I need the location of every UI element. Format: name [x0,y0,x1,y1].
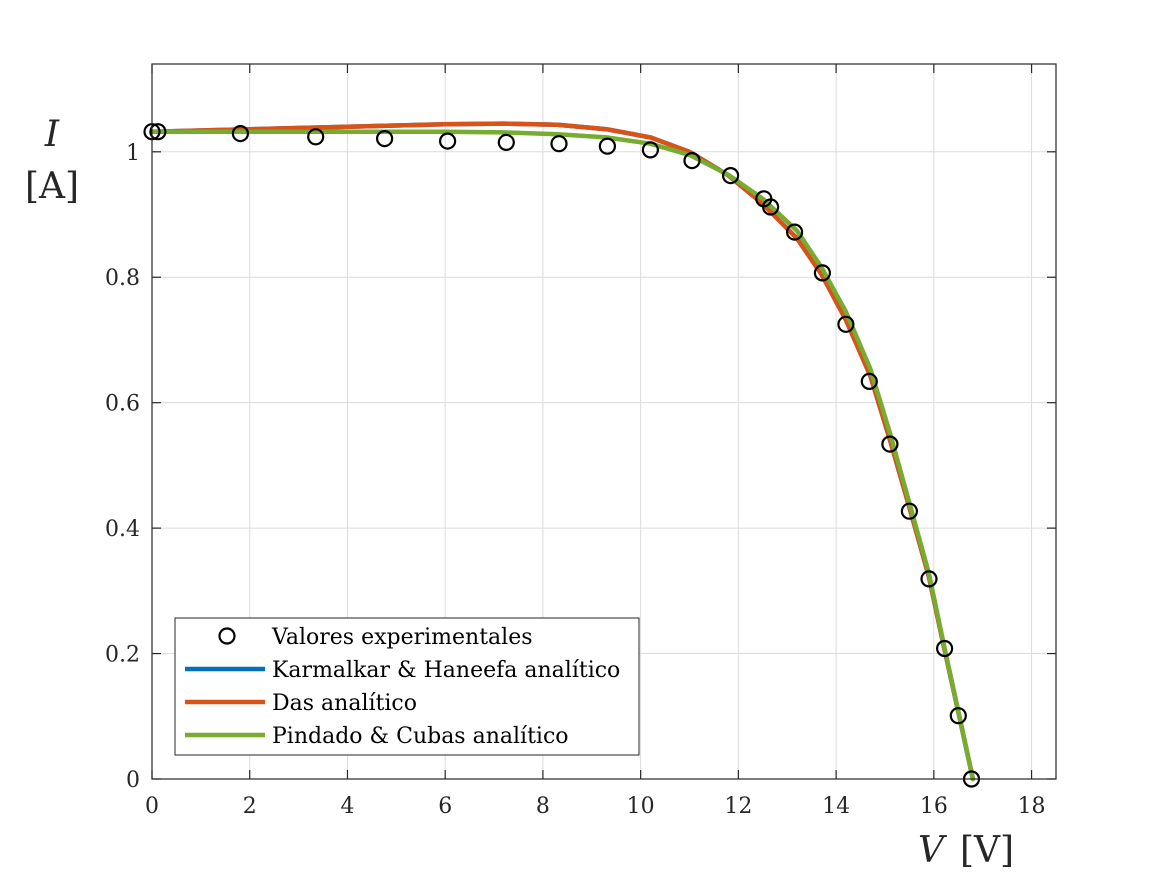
legend-label-karmalkar-haneefa: Karmalkar & Haneefa analítico [272,658,620,683]
y-axis-symbol: I [44,114,60,155]
data-point-20 [920,570,938,588]
x-tick-label-8: 16 [920,794,948,819]
x-tick-label-1: 2 [243,794,257,819]
data-point-19 [900,502,919,520]
x-tick-label-3: 6 [438,794,452,819]
axis-tick-labels: 0 2 4 6 8 10 12 14 16 18 0 0.2 0.4 0.6 0.8 1 [105,141,1046,819]
legend-label-das: Das analítico [272,691,417,716]
data-point-11 [721,167,740,185]
data-point-22 [949,707,967,725]
data-point-9 [641,141,660,159]
y-tick-label-3: 0.6 [105,392,140,417]
data-point-3 [307,128,325,146]
x-tick-label-2: 4 [340,794,354,819]
data-point-15 [813,264,832,282]
legend-box [174,617,640,756]
data-point-2 [231,125,249,143]
y-tick-label-0: 0 [126,768,140,793]
plot-frame [151,63,1057,780]
data-point-13 [761,198,780,216]
data-point-4 [376,130,394,148]
x-tick-label-6: 12 [724,794,752,819]
axis-ticks [151,64,1056,780]
x-tick-label-5: 10 [627,794,655,819]
data-point-21 [935,639,954,658]
x-axis-unit: [V] [960,830,1014,871]
data-point-17 [860,372,878,390]
data-point-18 [881,435,899,453]
data-point-7 [550,135,568,153]
y-axis-unit: [A] [25,166,79,207]
series-line-3 [149,129,976,782]
legend: Valores experimentales Karmalkar & Hanee… [174,617,640,756]
data-point-6 [497,133,515,151]
data-point-10 [683,152,701,170]
y-tick-label-4: 0.8 [105,266,140,291]
x-tick-label-9: 18 [1018,794,1046,819]
legend-marker-valores-experimentales [218,627,236,645]
y-tick-label-1: 0.2 [105,643,140,668]
data-point-16 [837,315,855,333]
data-point-1 [149,123,167,141]
data-point-8 [598,137,617,155]
x-tick-label-7: 14 [822,794,850,819]
x-axis-symbol: V [918,830,948,871]
y-tick-label-5: 1 [126,141,140,166]
data-point-14 [785,223,804,241]
x-tick-label-0: 0 [145,794,159,819]
legend-label-valores-experimentales: Valores experimentales [271,625,533,650]
data-point-5 [439,132,457,150]
y-tick-label-2: 0.4 [105,517,140,542]
legend-label-pindado-cubas: Pindado & Cubas analítico [272,724,569,749]
x-tick-label-4: 8 [536,794,550,819]
